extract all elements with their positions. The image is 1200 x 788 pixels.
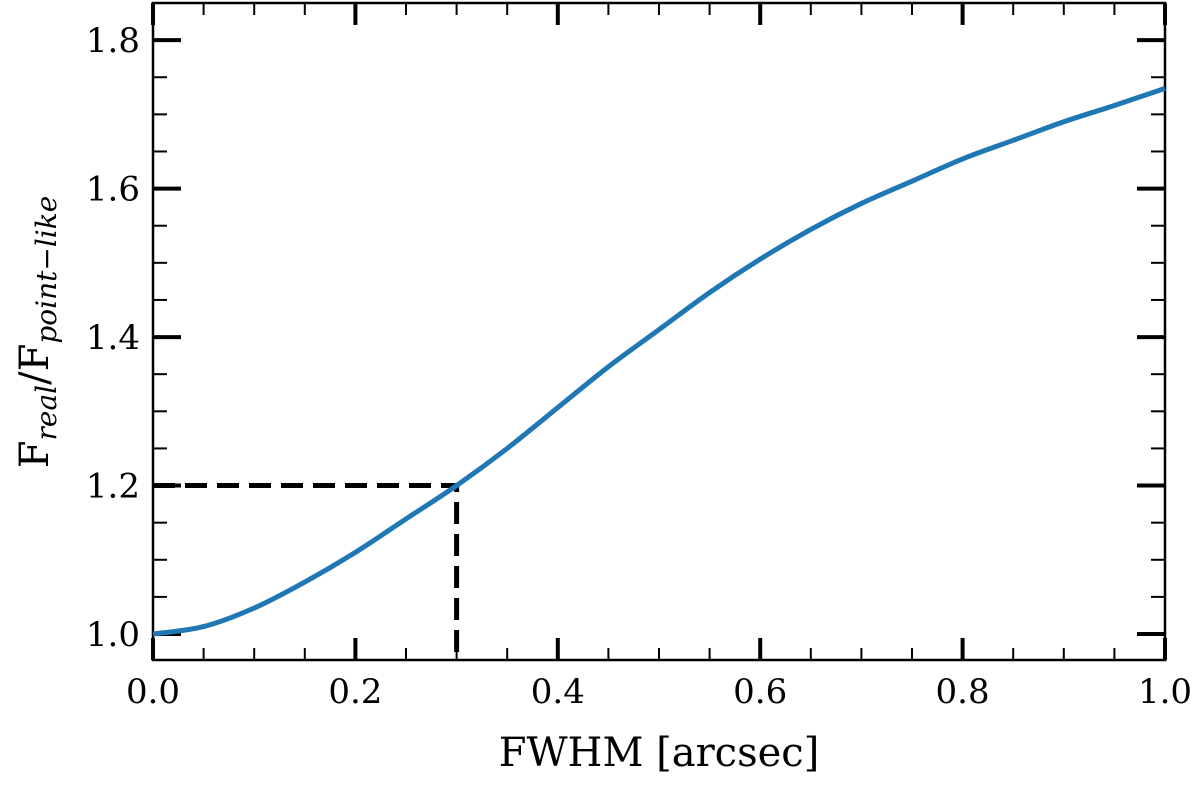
series-line bbox=[152, 86, 1166, 637]
y-tick-label: 1.8 bbox=[86, 21, 140, 61]
x-axis-title: FWHM [arcsec] bbox=[499, 730, 820, 776]
x-tick-label: 1.0 bbox=[1138, 672, 1192, 712]
y-axis-title-f1: F bbox=[12, 441, 58, 469]
y-axis-title: Freal/Fpoint−like bbox=[12, 196, 63, 469]
x-tick-label: 0.6 bbox=[733, 672, 787, 712]
y-axis-title-sub1: real bbox=[30, 385, 63, 441]
annotation-layer bbox=[153, 483, 460, 660]
reference-dashed-line bbox=[153, 483, 460, 660]
x-tick-label: 0.8 bbox=[936, 672, 990, 712]
y-tick-label: 1.6 bbox=[86, 170, 140, 210]
y-tick-label: 1.2 bbox=[86, 467, 140, 507]
y-axis-title-slash: / bbox=[12, 371, 58, 385]
axis-ticks bbox=[151, 2, 1167, 660]
x-tick-label: 0.0 bbox=[126, 672, 180, 712]
y-tick-labels: 1.0 1.2 1.4 1.6 1.8 bbox=[86, 21, 140, 655]
y-axis-title-sub2: point−like bbox=[30, 196, 63, 344]
y-tick-label: 1.4 bbox=[86, 318, 140, 358]
series-layer bbox=[152, 86, 1166, 637]
x-tick-label: 0.2 bbox=[328, 672, 382, 712]
x-tick-labels: 0.0 0.2 0.4 0.6 0.8 1.0 bbox=[126, 672, 1192, 712]
x-tick-label: 0.4 bbox=[531, 672, 585, 712]
y-axis-title-f2: F bbox=[12, 344, 58, 372]
y-tick-label: 1.0 bbox=[86, 615, 140, 655]
